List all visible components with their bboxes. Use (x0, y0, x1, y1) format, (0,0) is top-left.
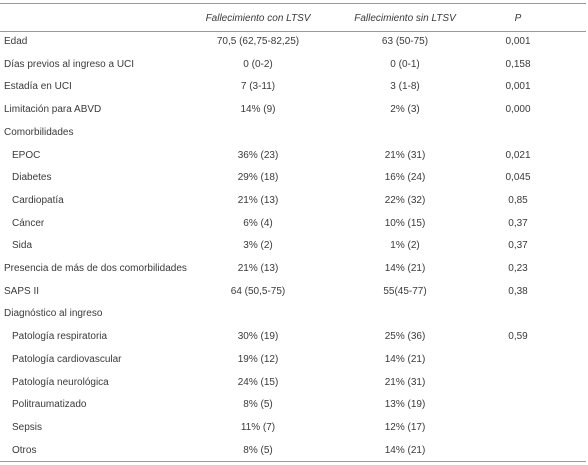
cell-value: 12% (17) (384, 421, 426, 433)
sub-row-label: Cáncer (12, 217, 45, 229)
cell-value: 64 (50,5-75) (230, 285, 286, 297)
row-label: Presencia de más de dos comorbilidades (4, 263, 187, 274)
sub-row-label: Sida (12, 240, 33, 252)
top-rule (0, 3, 586, 4)
cell-value: 0,59 (508, 331, 528, 343)
cell-value: 10% (15) (384, 217, 426, 229)
sub-row-label: EPOC (12, 149, 41, 161)
row-label: Días previos al ingreso a UCI (4, 58, 135, 70)
cell-value: 16% (24) (384, 172, 426, 184)
bottom-rule (0, 461, 586, 462)
cell-value: 19% (12) (237, 353, 279, 365)
cell-value: 25% (36) (384, 331, 426, 343)
cell-value: 14% (21) (384, 444, 426, 456)
cell-value: 8% (5) (243, 399, 273, 411)
cell-value: 21% (13) (237, 194, 279, 206)
cell-value: 36% (23) (237, 149, 279, 161)
cell-value: 0,001 (505, 81, 531, 93)
cell-value: 14% (21) (384, 263, 426, 274)
cell-value: 0,021 (505, 149, 531, 161)
sub-row-label: Politraumatizado (12, 399, 87, 411)
sub-row-label: Diabetes (12, 172, 52, 184)
cell-value: 3% (2) (243, 240, 273, 252)
cell-value: 70,5 (62,75-82,25) (216, 36, 300, 47)
cell-value: 24% (15) (237, 376, 279, 388)
cell-value: 21% (31) (384, 149, 426, 161)
row-label: Comorbilidades (4, 126, 74, 138)
sub-row-label: Patología respiratoria (12, 331, 108, 343)
column-header: Fallecimiento sin LTSV (354, 13, 456, 24)
cell-value: 0,37 (508, 217, 528, 229)
cell-value: 29% (18) (237, 172, 279, 184)
cell-value: 0,045 (505, 172, 531, 184)
cell-value: 7 (3-11) (240, 81, 276, 93)
cell-value: 22% (32) (384, 194, 426, 206)
cell-value: 14% (9) (240, 104, 276, 116)
column-header: P (514, 13, 522, 24)
cell-value: 0,38 (508, 285, 528, 297)
row-label: Estadía en UCI (4, 81, 72, 93)
cell-value: 0,001 (505, 36, 531, 47)
cell-value: 0 (0-2) (243, 58, 273, 70)
cell-value: 0,23 (508, 263, 528, 274)
cell-value: 3 (1-8) (390, 81, 420, 93)
row-label: Edad (4, 36, 28, 47)
cell-value: 6% (4) (243, 217, 273, 229)
cell-value: 1% (2) (390, 240, 420, 252)
cell-value: 21% (13) (237, 263, 279, 274)
cell-value: 11% (7) (240, 421, 276, 433)
sub-row-label: Patología neurológica (12, 376, 109, 388)
cell-value: 0,37 (508, 240, 528, 252)
row-label: SAPS II (4, 285, 40, 297)
column-header: Fallecimiento con LTSV (205, 13, 311, 24)
sub-row-label: Otros (12, 444, 37, 456)
row-label: Limitación para ABVD (4, 104, 102, 116)
cell-value: 0,000 (505, 104, 531, 116)
cell-value: 0,158 (505, 58, 531, 70)
header-rule (0, 31, 586, 32)
sub-row-label: Sepsis (12, 421, 43, 433)
cell-value: 8% (5) (243, 444, 273, 456)
cell-value: 21% (31) (384, 376, 426, 388)
cell-value: 13% (19) (384, 399, 426, 411)
cell-value: 63 (50-75) (381, 36, 429, 47)
cell-value: 0 (0-1) (390, 58, 420, 70)
cell-value: 55(45-77) (383, 285, 427, 297)
cell-value: 2% (3) (390, 104, 420, 116)
sub-row-label: Patología cardiovascular (12, 353, 122, 365)
cell-value: 0,85 (508, 194, 528, 206)
row-label: Diagnóstico al ingreso (4, 308, 103, 320)
sub-row-label: Cardiopatía (12, 194, 64, 206)
cell-value: 30% (19) (237, 331, 279, 343)
cell-value: 14% (21) (384, 353, 426, 365)
